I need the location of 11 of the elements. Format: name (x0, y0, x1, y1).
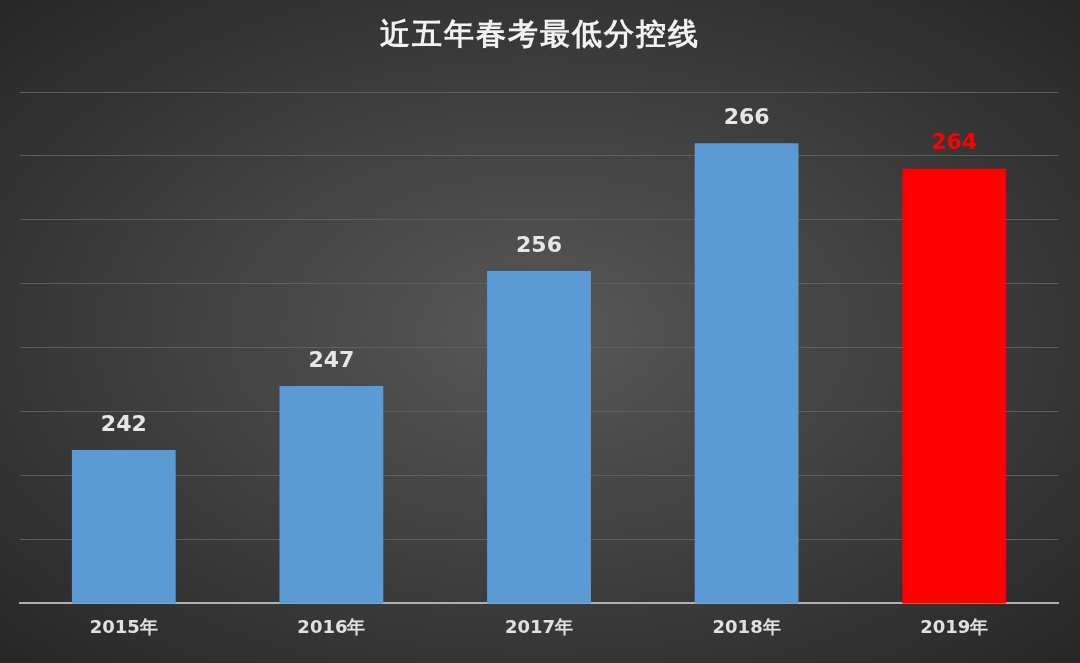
data-label: 256 (516, 231, 562, 257)
chart-title: 近五年春考最低分控线 (379, 15, 701, 53)
data-label: 264 (931, 129, 978, 155)
data-label: 266 (723, 103, 770, 129)
x-tick-label: 2017年 (504, 615, 574, 637)
x-tick-label: 2019年 (920, 615, 989, 637)
x-tick-label: 2016年 (297, 615, 366, 637)
data-label: 242 (100, 410, 147, 436)
x-tick-label: 2018年 (712, 615, 781, 637)
data-label: 247 (308, 346, 355, 372)
x-tick-label: 2015年 (89, 615, 158, 637)
